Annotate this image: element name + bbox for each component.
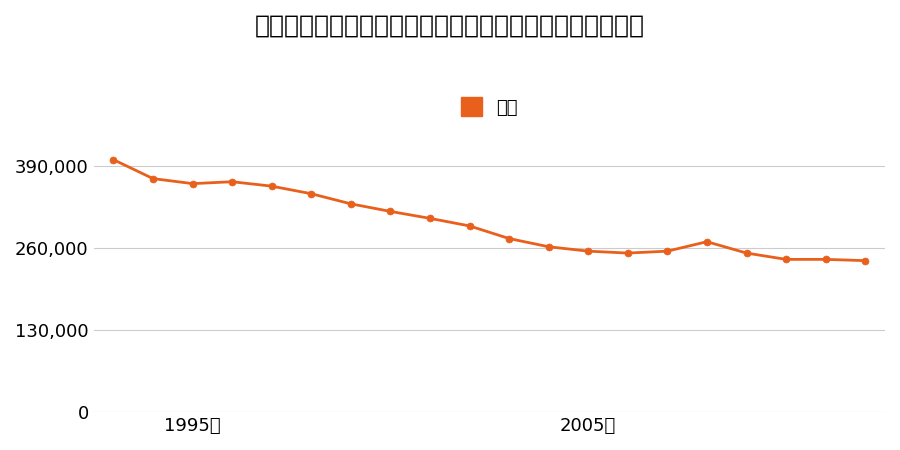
Legend: 価格: 価格 — [454, 90, 526, 124]
Text: 神奈川県横浜市港北区樽町１丁目３７４番１外の地価推移: 神奈川県横浜市港北区樽町１丁目３７４番１外の地価推移 — [255, 14, 645, 37]
